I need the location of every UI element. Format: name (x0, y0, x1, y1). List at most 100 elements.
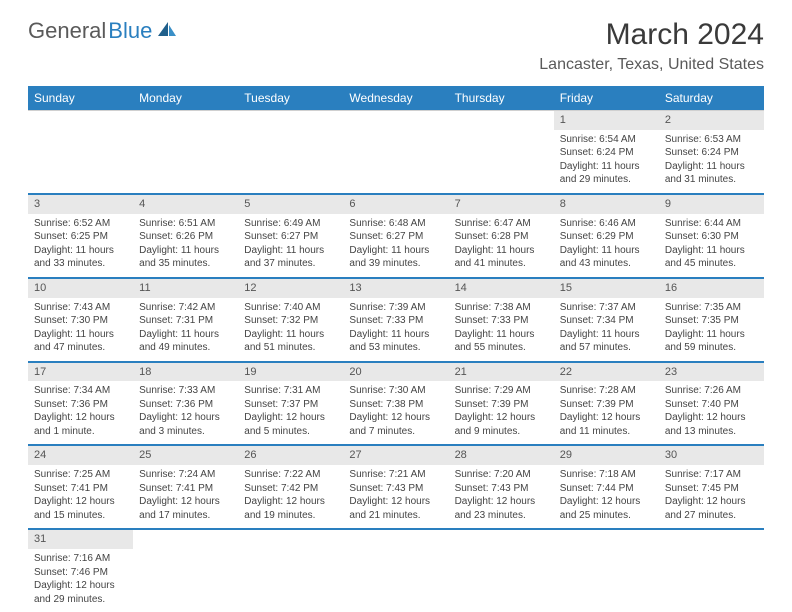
day-content-cell: Sunrise: 7:30 AMSunset: 7:38 PMDaylight:… (343, 381, 448, 445)
calendar-table: SundayMondayTuesdayWednesdayThursdayFrid… (28, 86, 764, 612)
sunset-text: Sunset: 7:43 PM (349, 482, 442, 496)
weekday-header: Thursday (449, 86, 554, 111)
sunrise-text: Sunrise: 6:44 AM (665, 217, 758, 231)
day-number-cell: 2 (659, 111, 764, 130)
day-number-cell: 21 (449, 362, 554, 382)
sunset-text: Sunset: 6:29 PM (560, 230, 653, 244)
day-number-cell: 29 (554, 445, 659, 465)
sunset-text: Sunset: 7:42 PM (244, 482, 337, 496)
daylight-text: and 47 minutes. (34, 341, 127, 355)
day-content-cell (238, 130, 343, 194)
daylight-text: Daylight: 12 hours (665, 495, 758, 509)
daylight-text: Daylight: 11 hours (244, 244, 337, 258)
daylight-text: Daylight: 11 hours (665, 244, 758, 258)
day-content-cell: Sunrise: 7:26 AMSunset: 7:40 PMDaylight:… (659, 381, 764, 445)
day-content-cell: Sunrise: 7:37 AMSunset: 7:34 PMDaylight:… (554, 298, 659, 362)
daylight-text: Daylight: 12 hours (139, 411, 232, 425)
day-number-row: 17181920212223 (28, 362, 764, 382)
daylight-text: and 39 minutes. (349, 257, 442, 271)
day-number-cell: 12 (238, 278, 343, 298)
sunset-text: Sunset: 6:27 PM (244, 230, 337, 244)
logo-text-general: General (28, 18, 106, 44)
daylight-text: Daylight: 11 hours (560, 244, 653, 258)
sunset-text: Sunset: 7:38 PM (349, 398, 442, 412)
sunrise-text: Sunrise: 7:26 AM (665, 384, 758, 398)
sunset-text: Sunset: 6:28 PM (455, 230, 548, 244)
sunrise-text: Sunrise: 6:54 AM (560, 133, 653, 147)
weekday-header: Monday (133, 86, 238, 111)
sunrise-text: Sunrise: 7:16 AM (34, 552, 127, 566)
day-number-cell (133, 529, 238, 549)
daylight-text: and 45 minutes. (665, 257, 758, 271)
day-number-row: 12 (28, 111, 764, 130)
sunset-text: Sunset: 6:25 PM (34, 230, 127, 244)
day-number-cell: 15 (554, 278, 659, 298)
day-content-cell (554, 549, 659, 612)
daylight-text: Daylight: 11 hours (349, 328, 442, 342)
day-number-cell (238, 111, 343, 130)
daylight-text: Daylight: 12 hours (455, 411, 548, 425)
day-number-cell (449, 111, 554, 130)
day-content-row: Sunrise: 7:43 AMSunset: 7:30 PMDaylight:… (28, 298, 764, 362)
sunrise-text: Sunrise: 6:46 AM (560, 217, 653, 231)
day-content-cell (238, 549, 343, 612)
daylight-text: and 37 minutes. (244, 257, 337, 271)
daylight-text: Daylight: 11 hours (349, 244, 442, 258)
day-content-cell: Sunrise: 7:34 AMSunset: 7:36 PMDaylight:… (28, 381, 133, 445)
day-number-cell: 22 (554, 362, 659, 382)
day-number-cell: 30 (659, 445, 764, 465)
daylight-text: Daylight: 11 hours (139, 244, 232, 258)
weekday-header: Sunday (28, 86, 133, 111)
sail-icon (156, 18, 178, 44)
day-number-cell: 5 (238, 194, 343, 214)
day-number-cell: 14 (449, 278, 554, 298)
sunrise-text: Sunrise: 7:43 AM (34, 301, 127, 315)
sunset-text: Sunset: 6:27 PM (349, 230, 442, 244)
day-content-cell: Sunrise: 7:35 AMSunset: 7:35 PMDaylight:… (659, 298, 764, 362)
daylight-text: Daylight: 12 hours (244, 495, 337, 509)
day-number-cell: 24 (28, 445, 133, 465)
daylight-text: Daylight: 11 hours (34, 244, 127, 258)
day-content-cell: Sunrise: 6:54 AMSunset: 6:24 PMDaylight:… (554, 130, 659, 194)
day-number-cell: 11 (133, 278, 238, 298)
day-content-cell: Sunrise: 7:16 AMSunset: 7:46 PMDaylight:… (28, 549, 133, 612)
sunrise-text: Sunrise: 6:48 AM (349, 217, 442, 231)
day-number-row: 10111213141516 (28, 278, 764, 298)
sunset-text: Sunset: 6:24 PM (665, 146, 758, 160)
daylight-text: and 33 minutes. (34, 257, 127, 271)
day-content-cell: Sunrise: 6:46 AMSunset: 6:29 PMDaylight:… (554, 214, 659, 278)
daylight-text: and 31 minutes. (665, 173, 758, 187)
weekday-header: Tuesday (238, 86, 343, 111)
sunrise-text: Sunrise: 6:51 AM (139, 217, 232, 231)
day-content-cell: Sunrise: 7:17 AMSunset: 7:45 PMDaylight:… (659, 465, 764, 529)
sunrise-text: Sunrise: 7:20 AM (455, 468, 548, 482)
day-number-cell: 31 (28, 529, 133, 549)
daylight-text: Daylight: 12 hours (455, 495, 548, 509)
sunset-text: Sunset: 7:35 PM (665, 314, 758, 328)
daylight-text: Daylight: 11 hours (665, 328, 758, 342)
sunset-text: Sunset: 6:24 PM (560, 146, 653, 160)
day-number-row: 24252627282930 (28, 445, 764, 465)
sunset-text: Sunset: 7:40 PM (665, 398, 758, 412)
daylight-text: and 59 minutes. (665, 341, 758, 355)
day-number-cell: 6 (343, 194, 448, 214)
sunrise-text: Sunrise: 7:42 AM (139, 301, 232, 315)
calendar-body: 12Sunrise: 6:54 AMSunset: 6:24 PMDayligh… (28, 111, 764, 612)
day-number-cell: 1 (554, 111, 659, 130)
sunset-text: Sunset: 7:41 PM (34, 482, 127, 496)
daylight-text: and 25 minutes. (560, 509, 653, 523)
day-number-cell: 13 (343, 278, 448, 298)
day-content-cell: Sunrise: 7:22 AMSunset: 7:42 PMDaylight:… (238, 465, 343, 529)
day-content-cell: Sunrise: 7:40 AMSunset: 7:32 PMDaylight:… (238, 298, 343, 362)
daylight-text: and 51 minutes. (244, 341, 337, 355)
daylight-text: and 43 minutes. (560, 257, 653, 271)
day-content-row: Sunrise: 6:52 AMSunset: 6:25 PMDaylight:… (28, 214, 764, 278)
day-number-cell: 25 (133, 445, 238, 465)
day-number-row: 31 (28, 529, 764, 549)
sunrise-text: Sunrise: 7:35 AM (665, 301, 758, 315)
daylight-text: Daylight: 11 hours (244, 328, 337, 342)
daylight-text: and 19 minutes. (244, 509, 337, 523)
weekday-header: Friday (554, 86, 659, 111)
day-number-cell: 23 (659, 362, 764, 382)
daylight-text: and 17 minutes. (139, 509, 232, 523)
